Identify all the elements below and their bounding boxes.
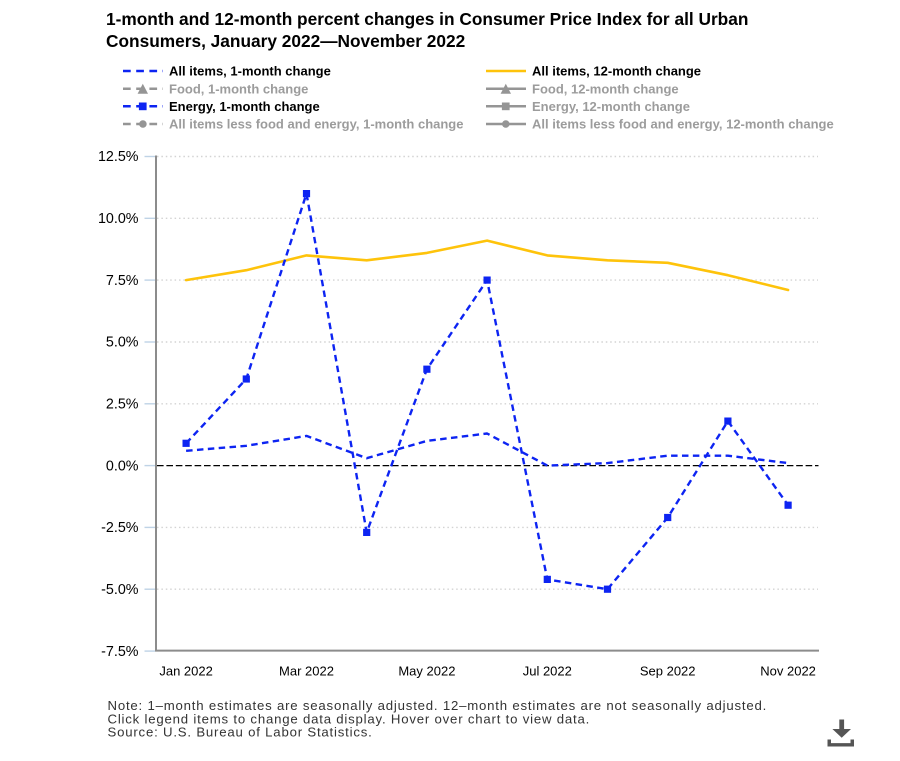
svg-text:12.5%: 12.5% — [98, 149, 139, 165]
svg-text:5.0%: 5.0% — [106, 335, 139, 351]
svg-text:7.5%: 7.5% — [106, 273, 139, 289]
svg-text:Sep 2022: Sep 2022 — [640, 664, 696, 679]
svg-text:-2.5%: -2.5% — [101, 520, 139, 536]
svg-text:Click legend items to change d: Click legend items to change data displa… — [108, 711, 591, 726]
svg-text:Energy, 12-month change: Energy, 12-month change — [532, 99, 690, 114]
svg-text:All items, 1-month change: All items, 1-month change — [169, 64, 331, 79]
svg-text:Jul 2022: Jul 2022 — [523, 664, 572, 679]
svg-text:10.0%: 10.0% — [98, 211, 139, 227]
svg-text:0.0%: 0.0% — [106, 458, 139, 474]
svg-text:-7.5%: -7.5% — [101, 644, 139, 660]
svg-text:Food, 12-month change: Food, 12-month change — [532, 81, 679, 96]
svg-text:May 2022: May 2022 — [398, 664, 455, 679]
svg-text:Food, 1-month change: Food, 1-month change — [169, 81, 308, 96]
svg-text:Note: 1–month estimates are se: Note: 1–month estimates are seasonally a… — [108, 698, 768, 713]
svg-text:Nov 2022: Nov 2022 — [760, 664, 816, 679]
svg-text:-5.0%: -5.0% — [101, 582, 139, 598]
svg-text:Energy, 1-month change: Energy, 1-month change — [169, 99, 320, 114]
svg-text:Mar 2022: Mar 2022 — [279, 664, 334, 679]
svg-text:Source: U.S. Bureau of Labor S: Source: U.S. Bureau of Labor Statistics. — [108, 725, 373, 740]
svg-text:All items, 12-month change: All items, 12-month change — [532, 64, 701, 79]
svg-text:Jan 2022: Jan 2022 — [159, 664, 213, 679]
svg-text:2.5%: 2.5% — [106, 397, 139, 413]
svg-text:All items less food and energy: All items less food and energy, 1-month … — [169, 117, 463, 132]
svg-text:All items less food and energy: All items less food and energy, 12-month… — [532, 117, 834, 132]
svg-text:1-month and 12-month percent c: 1-month and 12-month percent changes in … — [106, 9, 748, 29]
svg-text:Consumers, January 2022—Novemb: Consumers, January 2022—November 2022 — [106, 31, 465, 51]
